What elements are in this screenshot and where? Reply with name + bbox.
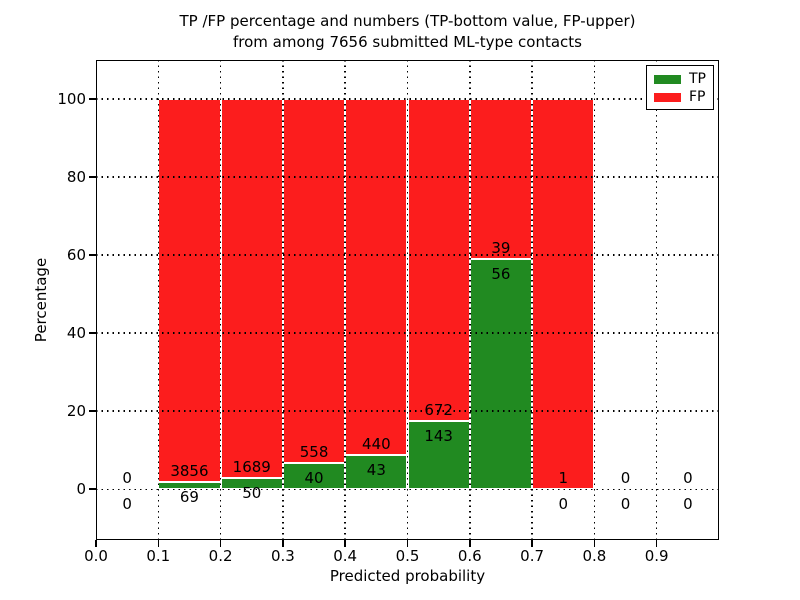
x-axis-label: Predicted probability <box>329 567 486 585</box>
fp-count-label: 1 <box>558 469 569 488</box>
chart-title-line1: TP /FP percentage and numbers (TP-bottom… <box>179 12 636 30</box>
x-tick-label: 0.5 <box>395 547 420 565</box>
y-tick-label: 20 <box>66 402 86 421</box>
tp-count-label: 143 <box>424 426 453 445</box>
x-tick-mark <box>157 540 160 547</box>
x-tick-mark <box>406 540 409 547</box>
tp-count-label: 0 <box>122 495 132 514</box>
x-tick-mark <box>219 540 222 547</box>
gridline-vertical <box>531 60 533 540</box>
legend-swatch-fp <box>654 92 681 102</box>
y-tick-label: 80 <box>66 168 86 187</box>
y-tick-mark <box>89 98 96 100</box>
bar-segment-fp <box>407 99 470 421</box>
x-tick-label: 0.8 <box>582 547 607 565</box>
legend-swatch-tp <box>654 74 681 84</box>
tp-count-label: 0 <box>683 495 693 514</box>
fp-count-label: 39 <box>491 239 511 258</box>
x-tick-label: 0.7 <box>520 547 545 565</box>
x-tick-mark <box>655 540 658 547</box>
bar-segment-tp <box>282 463 346 490</box>
tp-count-label: 56 <box>491 265 511 284</box>
x-tick-label: 0.9 <box>644 547 669 565</box>
legend-item-tp: TP <box>647 70 713 88</box>
x-tick-mark <box>344 540 346 547</box>
tp-count-label: 69 <box>179 488 199 507</box>
tp-count-label: 50 <box>242 484 262 503</box>
legend: TP FP <box>646 65 714 110</box>
x-tick-mark <box>593 540 596 547</box>
fp-count-label: 440 <box>362 434 391 453</box>
gridline-vertical <box>219 60 222 540</box>
gridline-vertical <box>655 60 658 540</box>
x-tick-label: 0.4 <box>333 547 358 565</box>
legend-label-fp: FP <box>689 89 706 105</box>
chart-title: TP /FP percentage and numbers (TP-bottom… <box>96 11 719 53</box>
x-tick-label: 0.0 <box>84 547 108 565</box>
gridline-vertical <box>344 60 346 540</box>
y-tick-label: 40 <box>66 324 86 343</box>
gridline-vertical <box>469 60 471 540</box>
fp-count-label: 0 <box>620 469 631 488</box>
fp-count-label: 1689 <box>232 458 271 477</box>
fp-count-label: 672 <box>424 400 453 419</box>
x-tick-label: 0.3 <box>270 547 295 565</box>
x-tick-mark <box>531 540 533 547</box>
x-tick-mark <box>469 540 471 547</box>
tp-count-label: 0 <box>558 495 569 514</box>
fp-count-label: 3856 <box>170 462 209 481</box>
bar-segment-fp <box>220 99 283 479</box>
bar-segment-fp <box>282 99 346 464</box>
legend-label-tp: TP <box>689 71 706 87</box>
gridline-vertical <box>593 60 596 540</box>
bar-segment-fp <box>345 99 408 455</box>
fp-count-label: 0 <box>683 469 693 488</box>
y-tick-label: 100 <box>57 90 86 109</box>
bar-segment-tp <box>469 259 533 490</box>
x-tick-mark <box>95 540 97 547</box>
x-tick-mark <box>282 540 284 547</box>
bar-segment-fp <box>469 99 533 260</box>
y-tick-mark <box>89 176 96 178</box>
legend-item-fp: FP <box>647 88 713 106</box>
bar-segment-fp <box>532 99 595 490</box>
y-tick-mark <box>89 332 96 334</box>
y-tick-label: 60 <box>66 246 86 265</box>
plot-area: 0 0 3856 69 1689 50 558 40 440 43 672 143 39 56 1 0 0 0 0 0 <box>96 60 719 540</box>
bar-segment-fp <box>158 99 221 483</box>
x-tick-label: 0.1 <box>146 547 171 565</box>
tp-count-label: 0 <box>620 495 631 514</box>
x-tick-label: 0.6 <box>457 547 482 565</box>
gridline-vertical <box>157 60 160 540</box>
y-tick-mark <box>89 488 96 491</box>
gridline-vertical <box>282 60 284 540</box>
tp-count-label: 40 <box>304 469 324 488</box>
fp-count-label: 558 <box>299 443 329 462</box>
y-tick-mark <box>89 254 96 256</box>
x-tick-label: 0.2 <box>208 547 233 565</box>
y-tick-label: 0 <box>76 480 86 499</box>
tp-count-label: 43 <box>366 460 386 479</box>
y-tick-mark <box>89 410 96 412</box>
gridline-vertical <box>406 60 409 540</box>
chart-title-line2: from among 7656 submitted ML-type contac… <box>233 33 582 51</box>
fp-count-label: 0 <box>122 469 132 488</box>
